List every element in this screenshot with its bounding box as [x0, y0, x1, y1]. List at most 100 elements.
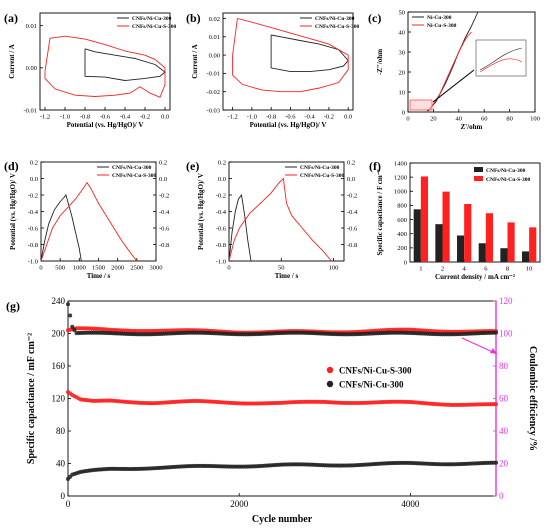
x-tick-label: 1000 [73, 265, 86, 272]
y-tick-label: -1.0 [216, 258, 226, 265]
y-tick-label: 50 [399, 9, 406, 16]
x-tick-label: 100 [329, 265, 339, 272]
panel-f: (f) 0 200 400 600 800 1000 1200 1400 1 2 4 6 8 10 Curre… [369, 159, 541, 281]
x-tick-label: -1.0 [247, 114, 257, 121]
y-tick-label: 160 [52, 361, 66, 371]
x-tick-label: 0 [227, 265, 230, 272]
legend-marker [474, 167, 483, 172]
y-tick-label: -0.03 [206, 107, 220, 114]
y2-tick-label: 0.2 [159, 159, 167, 166]
plot-frame [222, 12, 354, 111]
bar [420, 176, 428, 262]
x-tick-label: -0.4 [305, 114, 316, 121]
series-line [40, 181, 138, 262]
x-axis-label: Time / s [87, 272, 111, 280]
x-tick-label: 500 [55, 265, 65, 272]
legend-label: CNFs/Ni-Cu-300 [112, 165, 152, 171]
panel-letter: (g) [6, 299, 20, 313]
series-line [84, 48, 166, 81]
y2-tick-label: -0.4 [159, 209, 170, 216]
y2-tick-label: -0.8 [159, 242, 169, 249]
y-tick-label: -0.4 [28, 209, 39, 216]
y-tick-label: -0.2 [28, 192, 38, 199]
legend-label: CNFs/Ni-Cu-300 [339, 380, 404, 390]
y2-tick-label: -0.6 [159, 225, 170, 232]
panel-letter: (c) [368, 11, 381, 25]
y-tick-label: 0.2 [218, 159, 226, 166]
y-tick-label: 0.02 [209, 16, 220, 23]
x-axis-label: Time / s [275, 272, 299, 280]
bar [529, 227, 537, 262]
data-point [70, 324, 75, 329]
bar [507, 222, 515, 262]
legend-label: CNFs/Ni-Cu-S-300 [486, 177, 531, 183]
x-axis-label: Cycle number [252, 514, 313, 525]
x-axis-label: Potential (vs. Hg/HgO)/ V [250, 121, 327, 129]
y-tick-label: 1400 [394, 160, 407, 167]
legend-marker [326, 380, 334, 388]
bar [457, 235, 465, 262]
panel-c: (c) 0 10 20 30 40 50 0 20 40 60 80 100 Z'/ohm -Z''/ohm… [368, 9, 540, 131]
series-line [228, 177, 332, 262]
panel-a: (a) -0.01 0.00 0.01 -1.2 -1.0 -0.8 -0.6 -0.4 -0.2… [4, 11, 177, 129]
series-line [40, 194, 82, 262]
zoom-region [409, 99, 433, 111]
legend-label: CNFs/Ni-Cu-S-300 [132, 24, 177, 30]
x-tick-label: 50 [278, 265, 285, 272]
y-tick-label: 200 [397, 245, 407, 252]
x-tick-label: 3000 [150, 265, 163, 272]
y-tick-label: -0.02 [206, 89, 220, 96]
y-tick-label: 200 [52, 329, 66, 339]
y2-tick-label: 0.0 [347, 176, 355, 183]
x-tick-label: 4 [463, 266, 467, 273]
data-point [68, 313, 73, 318]
y2-tick-label: 0.2 [347, 159, 355, 166]
x-tick-label: 0 [39, 265, 42, 272]
y2-tick-label: -0.2 [159, 192, 169, 199]
y2-tick-label: 120 [499, 296, 513, 306]
x-tick-label: 80 [506, 116, 513, 123]
y2-tick-label: -0.2 [347, 192, 357, 199]
x-tick-label: 2000 [111, 265, 124, 272]
bar [522, 251, 530, 262]
x-tick-label: 0 [406, 116, 409, 123]
y2-tick-label: 0.0 [159, 176, 167, 183]
y-tick-label: -0.01 [206, 71, 220, 78]
y2-tick-label: -0.4 [347, 209, 358, 216]
x-tick-label: 0 [66, 499, 71, 509]
y2-tick-label: 80 [499, 361, 509, 371]
y-tick-label: -1.0 [28, 258, 38, 265]
y-tick-label: 0.2 [30, 159, 38, 166]
x-tick-label: 60 [481, 116, 488, 123]
y-tick-label: 0.00 [26, 65, 37, 72]
legend-label: CNFs/Ni-Cu-S-300 [315, 24, 360, 30]
y-tick-label: 0.01 [209, 34, 220, 41]
x-tick-label: 0.0 [161, 114, 169, 121]
x-axis-label: Potential (vs. Hg/HgO)/ V [67, 121, 144, 129]
plot-frame [407, 11, 536, 113]
x-tick-label: -0.4 [120, 114, 131, 121]
y2-tick-label: 20 [499, 459, 509, 469]
data-point [72, 327, 77, 332]
y-tick-label: -0.6 [28, 225, 39, 232]
data-point [493, 330, 499, 335]
x-tick-label: 10 [526, 266, 533, 273]
panel-g: (g) 0 40 80 120 160 200 240 0 2000 4000 0 20 40 60 80 10… [6, 296, 538, 525]
x-tick-label: 2000 [230, 499, 249, 509]
y-axis-label: Potential (vs. Hg/HgO)/ V [9, 173, 17, 250]
y-tick-label: -0.2 [216, 192, 226, 199]
x-tick-label: 40 [456, 116, 463, 123]
bar [442, 191, 450, 262]
y-tick-label: 1200 [394, 174, 407, 181]
legend-label: CNFs/Ni-Cu-S-300 [112, 173, 157, 179]
y-tick-label: 30 [399, 49, 406, 56]
inset-frame [475, 39, 527, 77]
x-tick-label: 0.0 [344, 114, 352, 121]
x-tick-label: -1.2 [227, 114, 237, 121]
x-axis-label: Z'/ohm [461, 123, 483, 131]
x-tick-label: -0.6 [100, 114, 111, 121]
legend-label: CNFs/Ni-Cu-S-300 [339, 366, 412, 376]
y-tick-label: 40 [56, 459, 66, 469]
inset-line [479, 58, 523, 73]
series-line [44, 35, 166, 98]
